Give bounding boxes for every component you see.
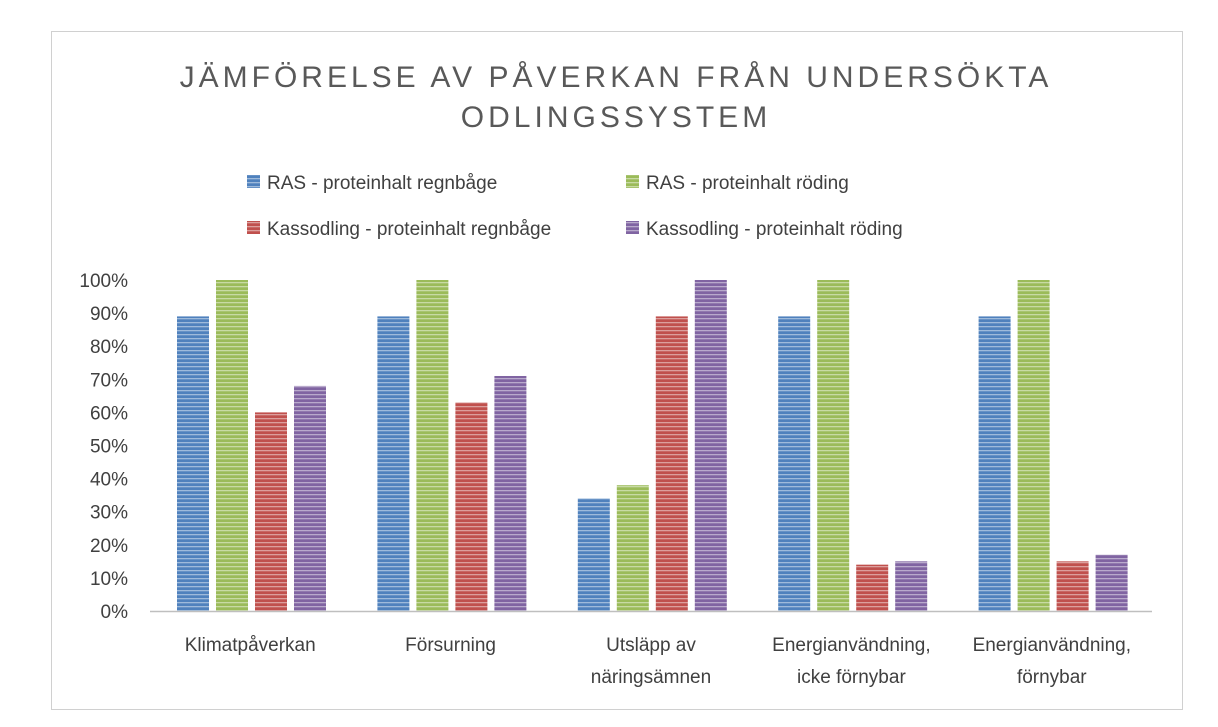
bar xyxy=(978,316,1011,611)
legend-label: Kassodling - proteinhalt regnbåge xyxy=(267,219,551,240)
y-tick-label: 10% xyxy=(90,569,128,590)
y-tick-label: 90% xyxy=(90,304,128,325)
bar xyxy=(416,280,449,611)
bar xyxy=(577,498,610,611)
bar xyxy=(177,316,209,611)
chart-title-line: JÄMFÖRELSE AV PÅVERKAN FRÅN UNDERSÖKTA xyxy=(180,61,1053,94)
y-tick-label: 70% xyxy=(90,370,128,391)
chart-title: JÄMFÖRELSE AV PÅVERKAN FRÅN UNDERSÖKTA OD… xyxy=(180,61,1053,134)
bar xyxy=(494,375,527,611)
bar xyxy=(694,280,727,611)
legend-label: RAS - proteinhalt regnbåge xyxy=(267,173,497,194)
x-category-label: förnybar xyxy=(1017,667,1087,688)
bar xyxy=(655,316,688,611)
y-tick-label: 20% xyxy=(90,536,128,557)
y-tick-label: 40% xyxy=(90,470,128,491)
x-axis: Klimatpåverkan Försurning Utsläpp av näring… xyxy=(150,610,1152,688)
bar xyxy=(255,412,287,611)
bar xyxy=(216,280,248,611)
y-tick-label: 60% xyxy=(90,403,128,424)
legend-swatch xyxy=(626,221,639,234)
y-tick-label: 80% xyxy=(90,337,128,358)
bar xyxy=(377,316,410,611)
bar xyxy=(294,385,326,611)
x-category-label: Energianvändning, xyxy=(973,635,1131,656)
y-axis: 0% 10% 20% 30% 40% 50% 60% 70% 80% 90% 100% xyxy=(79,271,128,623)
x-category-label: icke förnybar xyxy=(797,667,906,688)
y-tick-label: 100% xyxy=(79,271,128,292)
bar xyxy=(1017,280,1050,611)
bar xyxy=(778,316,811,611)
x-category-label: näringsämnen xyxy=(591,667,711,688)
x-category-label: Energianvändning, xyxy=(772,635,930,656)
x-category-label: Försurning xyxy=(405,635,496,656)
legend-swatch xyxy=(247,175,260,188)
y-tick-label: 30% xyxy=(90,503,128,524)
legend-label: Kassodling - proteinhalt röding xyxy=(646,219,903,240)
x-category-label: Utsläpp av xyxy=(606,635,696,656)
y-tick-label: 0% xyxy=(101,602,129,623)
bars xyxy=(177,280,1128,611)
bar xyxy=(1056,561,1089,611)
bar xyxy=(895,561,928,611)
chart-legend: RAS - proteinhalt regnbåge RAS - proteinh… xyxy=(247,173,903,240)
x-category-label: Klimatpåverkan xyxy=(185,635,316,656)
y-tick-label: 50% xyxy=(90,437,128,458)
legend-swatch xyxy=(247,221,260,234)
bar xyxy=(817,280,850,611)
bar xyxy=(856,564,889,611)
bar xyxy=(616,485,649,611)
legend-label: RAS - proteinhalt röding xyxy=(646,173,849,194)
bar xyxy=(1095,554,1128,611)
bar xyxy=(455,402,488,611)
chart-title-line: ODLINGSSYSTEM xyxy=(461,101,771,134)
legend-swatch xyxy=(626,175,639,188)
